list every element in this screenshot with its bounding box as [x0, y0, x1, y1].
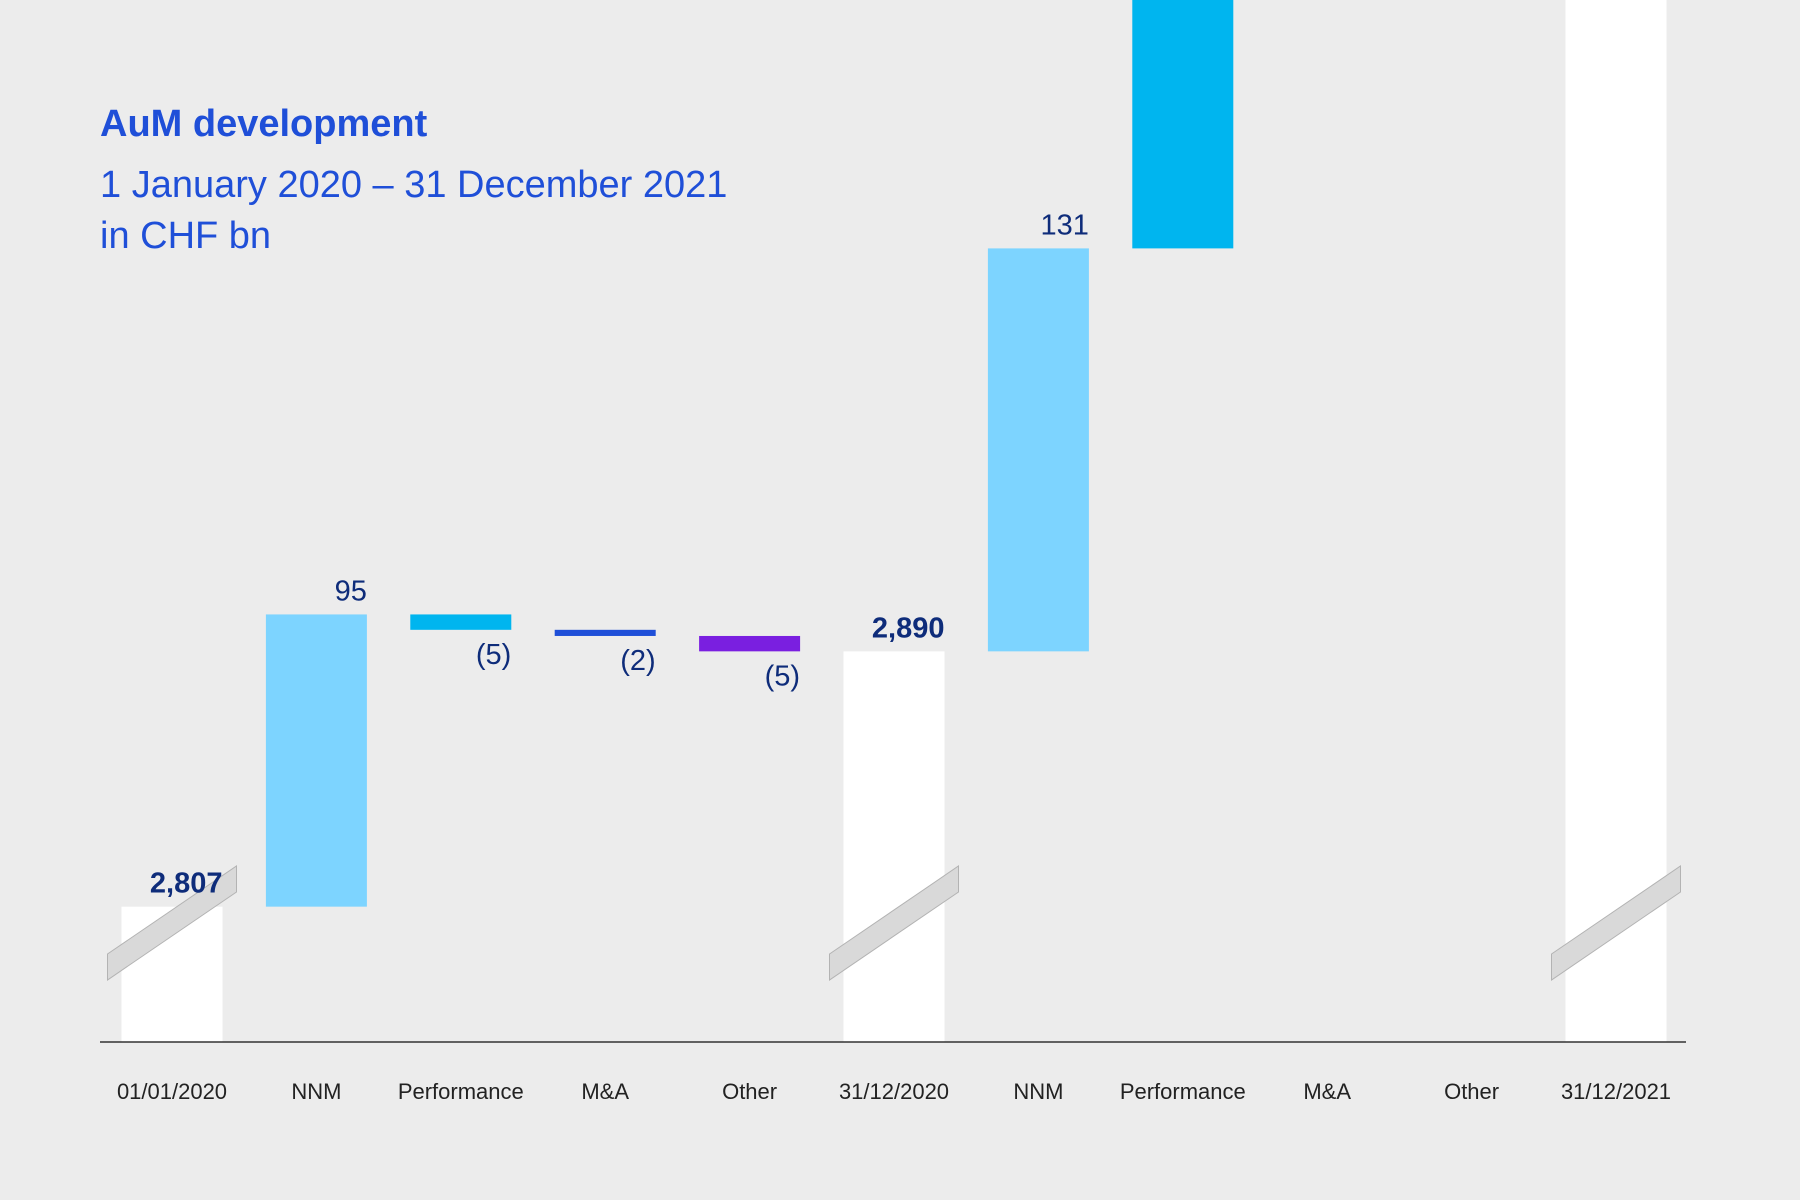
bar-3-performance	[410, 614, 511, 629]
category-label: Other	[1444, 1079, 1499, 1104]
chart-stage: AuM development 1 January 2020 – 31 Dece…	[0, 0, 1800, 1200]
category-label: Other	[722, 1079, 777, 1104]
value-label: (5)	[765, 660, 800, 692]
category-label: M&A	[581, 1079, 629, 1104]
bar-2-nnm	[266, 614, 367, 906]
value-label: (5)	[476, 639, 511, 671]
category-label: 31/12/2020	[839, 1079, 949, 1104]
value-label: 95	[335, 575, 367, 607]
category-label: NNM	[1013, 1079, 1063, 1104]
bar-5-other	[699, 636, 800, 651]
value-label: 2,807	[150, 868, 223, 900]
category-label: 01/01/2020	[117, 1079, 227, 1104]
category-label: Performance	[1120, 1079, 1246, 1104]
category-label: 31/12/2021	[1561, 1079, 1671, 1104]
category-label: M&A	[1303, 1079, 1351, 1104]
bar-7-nnm	[988, 248, 1089, 651]
value-label: (2)	[620, 645, 655, 677]
category-label: Performance	[398, 1079, 524, 1104]
value-label: 131	[1041, 209, 1089, 241]
bar-6-31-12-2020	[844, 651, 945, 1042]
value-label: 2,890	[872, 612, 945, 644]
category-label: NNM	[291, 1079, 341, 1104]
bar-8-performance	[1132, 0, 1233, 248]
waterfall-chart: 2,807 01/01/2020 95 NNM (5) Performance (2) M&A…	[0, 0, 1800, 1200]
bar-4-m-a	[555, 630, 656, 636]
